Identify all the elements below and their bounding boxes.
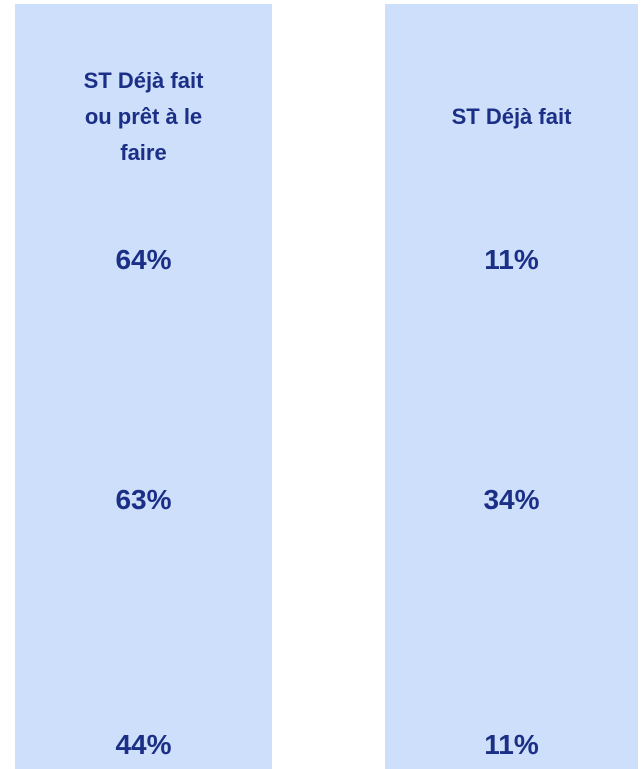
header-text: ST Déjà fait ou prêt à le faire (83, 68, 204, 165)
column: ST Déjà fait 11% 34% 11% (385, 4, 638, 769)
cell-value: 11% (484, 729, 539, 760)
cell-value: 34% (483, 484, 540, 515)
cell-value: 44% (115, 729, 172, 760)
column: ST Déjà fait ou prêt à le faire 64% 63% 44% (15, 4, 272, 769)
column-header: ST Déjà fait (385, 63, 638, 171)
cell-value: 63% (115, 484, 172, 515)
cell-value: 11% (484, 244, 539, 275)
cell-value: 64% (115, 244, 172, 275)
column-header: ST Déjà fait ou prêt à le faire (15, 63, 272, 171)
header-text: ST Déjà fait (451, 104, 572, 129)
